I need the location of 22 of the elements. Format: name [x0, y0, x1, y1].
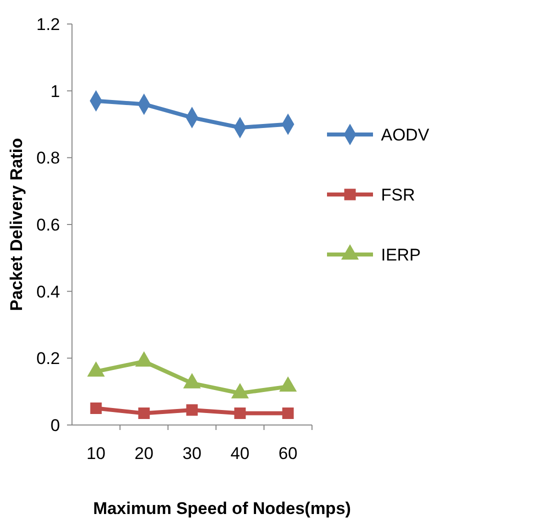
legend-label: IERP: [381, 245, 421, 264]
y-tick-label: 0.8: [36, 148, 60, 168]
y-axis-title: Packet Delivery Ratio: [7, 138, 26, 311]
legend-label: FSR: [381, 185, 415, 204]
x-tick-label: 60: [278, 444, 298, 463]
x-tick-label: 10: [86, 444, 106, 463]
y-tick-label: 0.4: [36, 282, 60, 302]
point: [186, 404, 198, 416]
x-tick-label: 30: [182, 444, 202, 463]
y-tick-label: 1: [50, 82, 60, 101]
x-tick-label: 20: [134, 444, 154, 463]
y-tick-label: 0.2: [36, 349, 60, 368]
point: [234, 408, 246, 420]
y-tick-label: 0.6: [36, 215, 60, 234]
point: [138, 408, 150, 420]
legend-label: AODV: [381, 125, 430, 144]
y-tick-label: 0: [50, 416, 60, 435]
x-tick-label: 40: [230, 444, 250, 463]
point: [90, 402, 102, 414]
x-axis-title: Maximum Speed of Nodes(mps): [93, 499, 351, 518]
y-tick-label: 1.2: [36, 14, 60, 34]
point: [282, 408, 294, 420]
